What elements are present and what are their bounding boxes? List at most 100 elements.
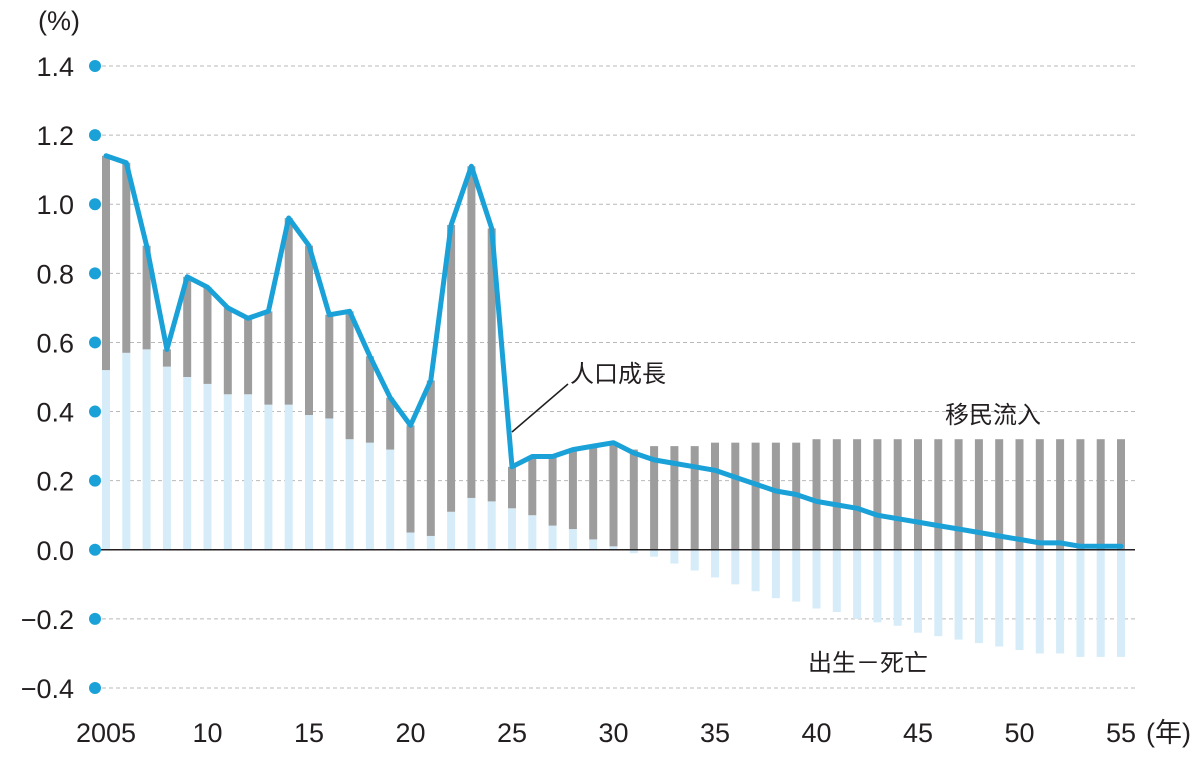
natural-change-bar <box>629 549 638 554</box>
y-tick-label: 1.4 <box>36 52 74 82</box>
y-tick-label: 1.0 <box>36 190 74 220</box>
natural-change-bar <box>223 394 232 550</box>
immigration-bar <box>1096 439 1105 550</box>
natural-change-bar <box>751 549 760 592</box>
y-tick-label: 0.6 <box>36 328 74 358</box>
immigration-bar <box>629 449 638 550</box>
y-tick-dot <box>89 198 101 211</box>
y-tick-dot <box>89 129 101 142</box>
natural-change-bar <box>1015 549 1024 650</box>
natural-change-bar <box>406 532 415 550</box>
population-annotation-leader <box>511 383 569 433</box>
natural-change-bar <box>264 404 273 550</box>
natural-change-bar <box>568 529 577 550</box>
immigration-bar <box>162 349 171 367</box>
immigration-bar <box>731 442 740 550</box>
y-tick-dot <box>89 543 101 556</box>
y-tick-dot <box>89 405 101 418</box>
immigration-bar <box>568 449 577 530</box>
natural-change-bar <box>853 549 862 619</box>
y-tick-label: 0.4 <box>36 398 74 428</box>
immigration-bar <box>589 446 598 540</box>
immigration-bar <box>832 439 841 550</box>
x-tick-label: 45 <box>903 718 933 748</box>
immigration-bar <box>142 245 151 350</box>
natural-change-bar <box>995 549 1004 647</box>
immigration-bar <box>183 276 192 377</box>
immigration-bar <box>690 446 699 550</box>
immigration-bar <box>284 218 293 405</box>
natural-change-bar <box>589 539 598 550</box>
y-axis: 1.4 1.2 1.0 0.8 0.6 0.4 0.2 0.0 −0.2 −0.4 <box>21 52 101 704</box>
natural-change-bar <box>1056 549 1065 654</box>
immigration-bar <box>1015 439 1024 550</box>
natural-change-bar <box>873 549 882 623</box>
immigration-bar <box>264 311 273 405</box>
natural-change-bar <box>244 394 253 550</box>
immigration-bar <box>447 224 456 512</box>
immigration-bar <box>528 456 537 516</box>
y-tick-dot <box>89 612 101 625</box>
x-tick-label: 30 <box>598 718 628 748</box>
natural-change-bar <box>162 366 171 550</box>
immigration-bar <box>873 439 882 550</box>
natural-change-label: 出生－死亡 <box>808 649 928 677</box>
x-axis: 2005 10 15 20 25 30 35 40 45 50 55 <box>76 718 1136 748</box>
y-tick-label: 0.0 <box>36 536 74 566</box>
natural-change-bar <box>914 549 922 633</box>
immigration-bar <box>325 314 334 419</box>
natural-change-bar <box>528 515 537 550</box>
natural-change-bar <box>548 525 557 550</box>
y-tick-label: −0.2 <box>21 605 74 635</box>
natural-change-bar <box>487 501 496 550</box>
natural-change-bar <box>305 415 313 550</box>
y-tick-dot <box>89 474 101 487</box>
natural-change-bar <box>792 549 801 602</box>
y-tick-label: 1.2 <box>36 121 74 151</box>
population-growth-line-group <box>103 153 1124 549</box>
natural-change-bar <box>974 549 983 644</box>
natural-change-bar <box>203 383 212 550</box>
immigration-bar <box>711 442 719 550</box>
immigration-label: 移民流入 <box>945 401 1041 429</box>
natural-change-bar <box>771 549 780 599</box>
immigration-bar <box>853 439 862 550</box>
natural-change-bar <box>934 549 943 637</box>
immigration-bar <box>974 439 983 550</box>
x-tick-label: 15 <box>294 718 324 748</box>
natural-change-bar <box>650 549 659 557</box>
immigration-bar <box>812 439 821 550</box>
natural-change-bar <box>893 549 902 626</box>
natural-change-bar <box>365 442 374 550</box>
natural-change-bar <box>1076 549 1085 657</box>
x-tick-label: 55 <box>1106 718 1136 748</box>
immigration-bar <box>934 439 943 550</box>
x-tick-label: 10 <box>192 718 222 748</box>
immigration-bar <box>508 466 516 509</box>
natural-change-bar <box>812 549 821 609</box>
immigration-bar <box>406 425 415 533</box>
immigration-bar <box>650 446 659 550</box>
immigration-bar <box>1056 439 1065 550</box>
immigration-bar <box>1035 439 1044 550</box>
natural-change-bar <box>1035 549 1044 654</box>
y-tick-dot <box>89 682 101 694</box>
y-tick-dot <box>89 336 101 349</box>
immigration-bar <box>244 318 253 395</box>
immigration-bar <box>102 155 110 371</box>
x-tick-label: 25 <box>497 718 527 748</box>
natural-change-bar <box>447 511 456 550</box>
natural-change-bar <box>670 549 679 564</box>
immigration-bar <box>122 162 131 353</box>
y-tick-dot <box>89 60 101 72</box>
natural-change-bar <box>832 549 841 612</box>
x-unit-label: (年) <box>1146 718 1191 748</box>
y-unit-label: (%) <box>38 6 80 36</box>
immigration-bar <box>548 456 557 526</box>
natural-change-bar <box>426 535 435 550</box>
x-tick-label: 35 <box>700 718 730 748</box>
immigration-bar <box>751 442 760 550</box>
y-tick-dot <box>89 267 101 280</box>
y-tick-label: −0.4 <box>21 674 74 704</box>
